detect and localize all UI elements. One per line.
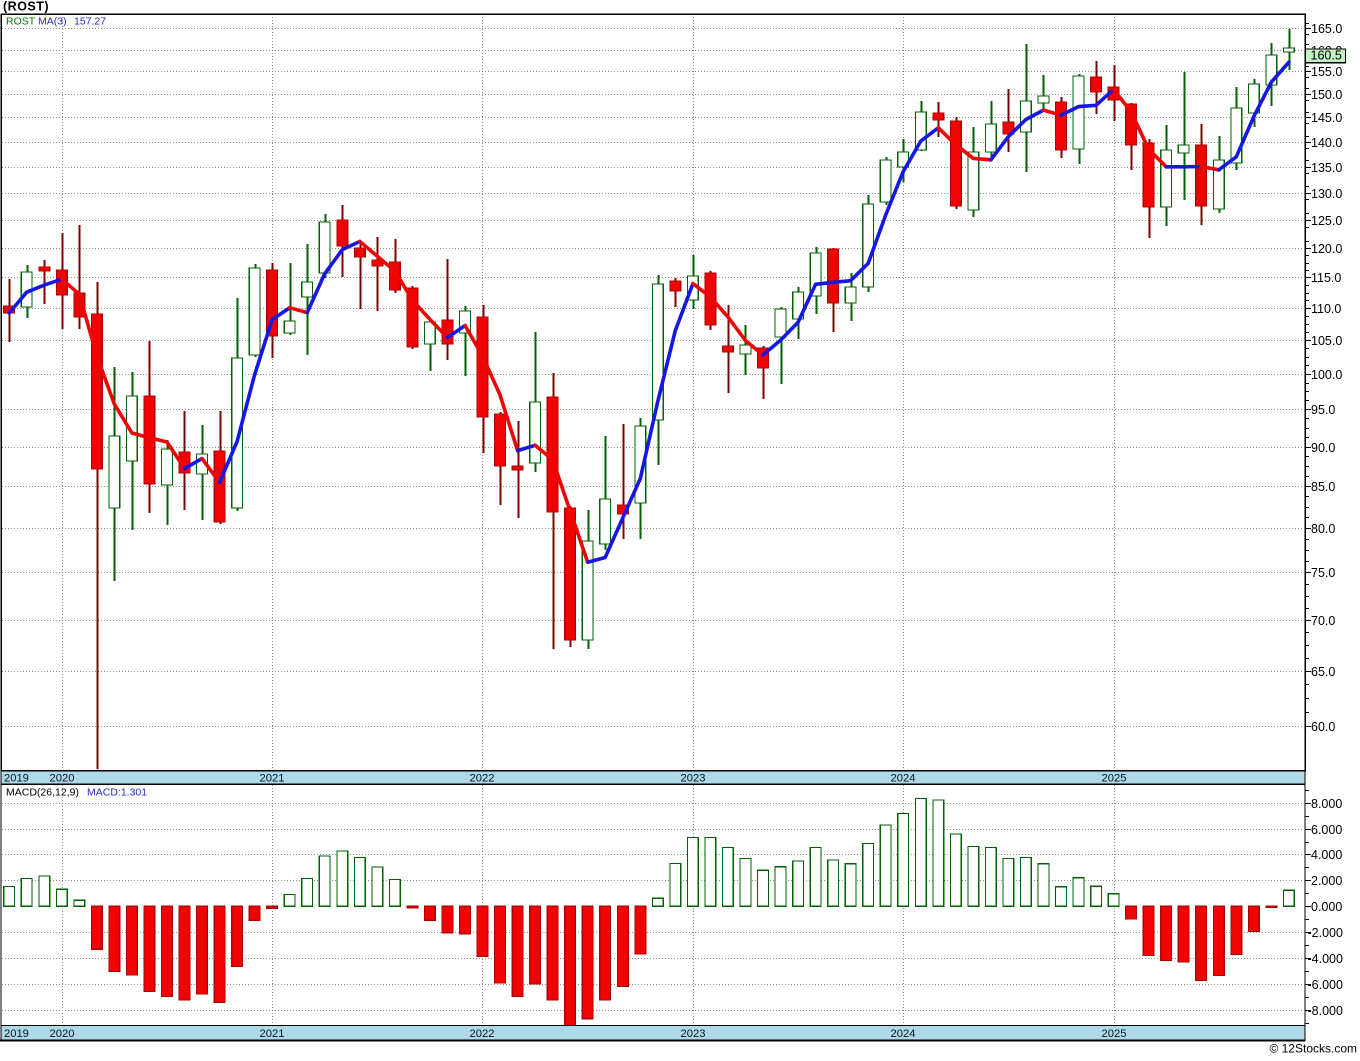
svg-text:65.0: 65.0 — [1311, 665, 1335, 679]
svg-text:2022: 2022 — [470, 773, 495, 785]
svg-text:160.5: 160.5 — [1311, 49, 1342, 63]
svg-text:110.0: 110.0 — [1311, 302, 1341, 316]
svg-text:2021: 2021 — [260, 1028, 285, 1040]
svg-text:MACD(26,12,9): MACD(26,12,9) — [6, 787, 79, 799]
svg-text:165.0: 165.0 — [1311, 22, 1342, 36]
svg-text:© 12Stocks.com: © 12Stocks.com — [1269, 1042, 1357, 1056]
svg-text:130.0: 130.0 — [1311, 187, 1342, 201]
svg-text:2024: 2024 — [891, 773, 916, 785]
svg-text:2020: 2020 — [50, 773, 75, 785]
svg-text:4.000: 4.000 — [1311, 848, 1342, 862]
svg-text:2025: 2025 — [1102, 773, 1127, 785]
svg-text:120.0: 120.0 — [1311, 242, 1342, 256]
svg-text:60.0: 60.0 — [1311, 720, 1335, 734]
svg-text:2.000: 2.000 — [1311, 874, 1342, 888]
svg-text:-6.000: -6.000 — [1308, 978, 1343, 992]
svg-text:MA(3): MA(3) — [38, 16, 67, 28]
svg-text:100.0: 100.0 — [1311, 368, 1342, 382]
svg-text:6.000: 6.000 — [1311, 823, 1342, 837]
svg-text:140.0: 140.0 — [1311, 136, 1342, 150]
svg-text:0.000: 0.000 — [1311, 900, 1342, 914]
svg-text:-8.000: -8.000 — [1308, 1004, 1343, 1018]
svg-text:2023: 2023 — [681, 1028, 706, 1040]
svg-text:2019: 2019 — [4, 1028, 29, 1040]
svg-text:MACD:1.301: MACD:1.301 — [87, 787, 147, 799]
svg-text:(ROST): (ROST) — [3, 0, 49, 14]
svg-text:2022: 2022 — [470, 1028, 495, 1040]
svg-text:2023: 2023 — [681, 773, 706, 785]
svg-text:2019: 2019 — [4, 773, 29, 785]
svg-text:75.0: 75.0 — [1311, 566, 1335, 580]
svg-text:2025: 2025 — [1102, 1028, 1127, 1040]
svg-text:2024: 2024 — [891, 1028, 916, 1040]
svg-text:95.0: 95.0 — [1311, 403, 1335, 417]
svg-text:135.0: 135.0 — [1311, 161, 1342, 175]
svg-text:70.0: 70.0 — [1311, 614, 1335, 628]
svg-text:115.0: 115.0 — [1311, 271, 1341, 285]
svg-text:ROST: ROST — [6, 16, 36, 28]
svg-text:-2.000: -2.000 — [1308, 926, 1343, 940]
svg-text:155.0: 155.0 — [1311, 65, 1342, 79]
svg-text:-4.000: -4.000 — [1308, 952, 1343, 966]
svg-text:145.0: 145.0 — [1311, 111, 1342, 125]
svg-text:2021: 2021 — [260, 773, 285, 785]
svg-text:8.000: 8.000 — [1311, 797, 1342, 811]
svg-text:157.27: 157.27 — [74, 16, 106, 28]
svg-text:80.0: 80.0 — [1311, 522, 1335, 536]
svg-text:90.0: 90.0 — [1311, 441, 1335, 455]
svg-text:85.0: 85.0 — [1311, 480, 1335, 494]
svg-text:2020: 2020 — [50, 1028, 75, 1040]
svg-text:125.0: 125.0 — [1311, 214, 1342, 228]
svg-text:150.0: 150.0 — [1311, 88, 1342, 102]
svg-text:105.0: 105.0 — [1311, 334, 1342, 348]
